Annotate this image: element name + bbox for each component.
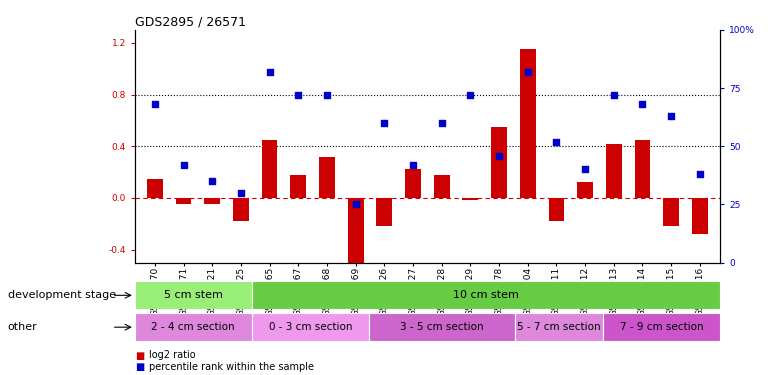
Point — [665, 113, 678, 119]
Bar — [491, 127, 507, 198]
Bar — [548, 198, 564, 221]
Text: 5 cm stem: 5 cm stem — [164, 290, 223, 300]
Bar — [135, 313, 252, 341]
Point — [579, 166, 591, 172]
Text: 2 - 4 cm section: 2 - 4 cm section — [152, 322, 235, 332]
Point — [350, 201, 362, 207]
Point — [235, 190, 247, 196]
Bar — [663, 198, 679, 226]
Point — [378, 120, 390, 126]
Point — [407, 162, 419, 168]
Bar — [252, 281, 720, 309]
Text: ■: ■ — [135, 362, 144, 372]
Bar — [135, 281, 252, 309]
Bar — [515, 313, 603, 341]
Point — [551, 139, 563, 145]
Bar — [520, 50, 536, 198]
Point — [263, 69, 276, 75]
Point — [464, 92, 477, 98]
Bar — [369, 313, 515, 341]
Bar — [204, 198, 220, 204]
Bar — [233, 198, 249, 221]
Point — [177, 162, 189, 168]
Bar — [147, 178, 162, 198]
Text: 7 - 9 cm section: 7 - 9 cm section — [620, 322, 703, 332]
Point — [694, 171, 706, 177]
Text: log2 ratio: log2 ratio — [149, 351, 196, 360]
Bar — [578, 182, 593, 198]
Bar — [290, 175, 306, 198]
Point — [292, 92, 304, 98]
Point — [636, 101, 648, 107]
Bar — [634, 140, 651, 198]
Bar — [603, 313, 720, 341]
Point — [321, 92, 333, 98]
Bar — [348, 198, 363, 269]
Bar — [606, 144, 621, 198]
Text: GDS2895 / 26571: GDS2895 / 26571 — [135, 16, 246, 29]
Point — [493, 153, 505, 159]
Point — [521, 69, 534, 75]
Text: 10 cm stem: 10 cm stem — [453, 290, 519, 300]
Point — [436, 120, 448, 126]
Bar — [463, 198, 478, 201]
Point — [206, 178, 219, 184]
Text: 0 - 3 cm section: 0 - 3 cm section — [269, 322, 352, 332]
Point — [608, 92, 620, 98]
Bar — [692, 198, 708, 234]
Bar — [252, 313, 369, 341]
Bar — [262, 140, 277, 198]
Bar — [319, 157, 335, 198]
Point — [149, 101, 161, 107]
Text: percentile rank within the sample: percentile rank within the sample — [149, 362, 313, 372]
Text: 3 - 5 cm section: 3 - 5 cm section — [400, 322, 484, 332]
Bar — [176, 198, 192, 204]
Bar — [434, 175, 450, 198]
Bar — [377, 198, 392, 226]
Text: ■: ■ — [135, 351, 144, 360]
Bar — [405, 170, 421, 198]
Text: 5 - 7 cm section: 5 - 7 cm section — [517, 322, 601, 332]
Text: development stage: development stage — [8, 290, 115, 300]
Text: other: other — [8, 322, 38, 332]
